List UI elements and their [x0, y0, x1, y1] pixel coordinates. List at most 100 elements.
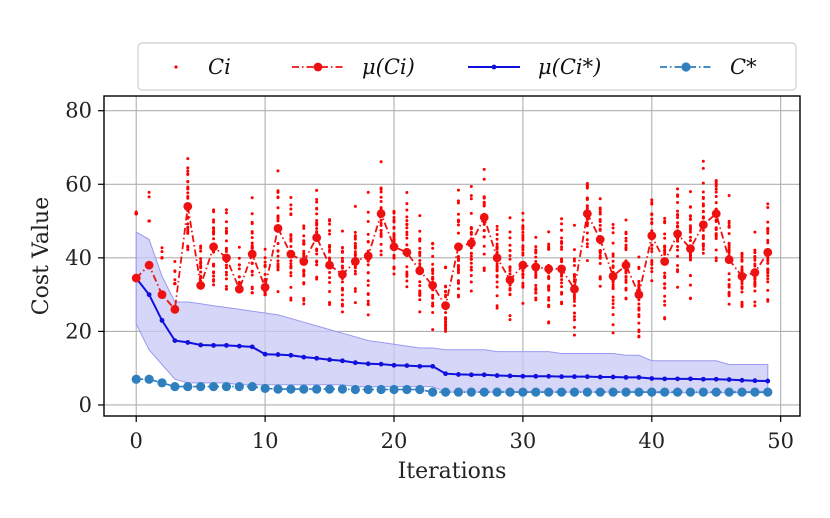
sample-point [366, 299, 370, 303]
sample-point [637, 298, 641, 302]
mean-point [247, 249, 257, 259]
sample-point [766, 288, 770, 292]
sample-point [714, 195, 718, 199]
sample-point [405, 233, 409, 237]
sample-point [766, 229, 770, 233]
sample-point [353, 241, 357, 245]
sample-point [340, 293, 344, 297]
sample-point [456, 255, 460, 259]
sample-point [495, 280, 499, 284]
sample-point [276, 196, 280, 200]
sample-point [611, 259, 615, 263]
sample-point [753, 264, 757, 268]
sample-point [379, 242, 383, 246]
legend: Ci μ(Ci) μ(Ci*) C* [137, 42, 797, 91]
best-point [750, 387, 760, 397]
sample-point [456, 201, 460, 205]
sample-point [766, 202, 770, 206]
sample-point [289, 244, 293, 248]
sample-point [405, 270, 409, 274]
sample-point [276, 268, 280, 272]
sample-point [212, 250, 216, 254]
sample-point [676, 285, 680, 289]
sample-point [624, 280, 628, 284]
sample-point [431, 293, 435, 297]
sample-point [495, 237, 499, 241]
sample-point [766, 277, 770, 281]
sample-point [688, 226, 692, 230]
sample-point [418, 294, 422, 298]
best-point [208, 381, 219, 392]
sample-point [469, 273, 473, 277]
mean-point [634, 290, 644, 300]
mean-best-point [752, 378, 758, 384]
mean-point [660, 257, 670, 266]
best-point [466, 387, 476, 397]
sample-point [753, 248, 757, 252]
mean-point [286, 249, 296, 259]
sample-point [521, 301, 525, 305]
series-lines [131, 201, 773, 397]
sample-point [663, 276, 667, 280]
sample-point [676, 254, 680, 258]
sample-point [444, 316, 448, 320]
sample-point [405, 273, 409, 277]
mean-point [570, 284, 579, 294]
sample-point [353, 266, 357, 270]
sample-point [444, 311, 448, 315]
mean-best-point [739, 377, 745, 383]
sample-point [212, 237, 216, 241]
sample-point [173, 260, 177, 264]
mean-best-point [597, 374, 603, 380]
axes-frame [103, 95, 801, 417]
sample-point [560, 247, 564, 251]
sample-point [224, 208, 228, 212]
sample-point [701, 215, 705, 219]
sample-point [521, 251, 525, 255]
sample-point [727, 282, 731, 286]
sample-point [302, 298, 306, 302]
y-tick-label: 40 [65, 246, 92, 270]
sample-point [508, 243, 512, 247]
best-point [273, 384, 283, 394]
sample-point [392, 215, 396, 219]
mean-point [479, 212, 489, 222]
sample-point [663, 216, 667, 220]
sample-point [727, 294, 731, 298]
best-point [350, 384, 360, 395]
sample-point [224, 247, 228, 251]
sample-point [392, 272, 396, 276]
sample-point [740, 290, 744, 294]
sample-point [289, 239, 293, 243]
sample-point [534, 291, 538, 295]
sample-point [534, 296, 538, 300]
sample-point [534, 287, 538, 291]
sample-point [650, 212, 654, 216]
sample-point [250, 222, 254, 226]
sample-point [469, 226, 473, 230]
sample-point [276, 290, 280, 294]
sample-point [598, 228, 602, 232]
legend-marker [491, 64, 497, 70]
sample-point [456, 281, 460, 285]
sample-point [714, 232, 718, 236]
sample-point [199, 249, 203, 253]
sample-point [753, 230, 757, 234]
sample-point [353, 237, 357, 241]
sample-point [766, 238, 770, 242]
sample-point [482, 266, 486, 270]
sample-point [572, 248, 576, 252]
sample-point [340, 266, 344, 270]
mean-point [544, 264, 554, 274]
sample-point [328, 281, 332, 285]
mean-point [750, 268, 760, 277]
sample-point [405, 190, 409, 194]
sample-point [147, 190, 151, 194]
sample-point [611, 298, 615, 302]
sample-point [482, 229, 486, 233]
sample-point [598, 277, 602, 281]
best-point [157, 378, 167, 388]
sample-point [560, 292, 564, 296]
mean-best-point [172, 338, 178, 343]
